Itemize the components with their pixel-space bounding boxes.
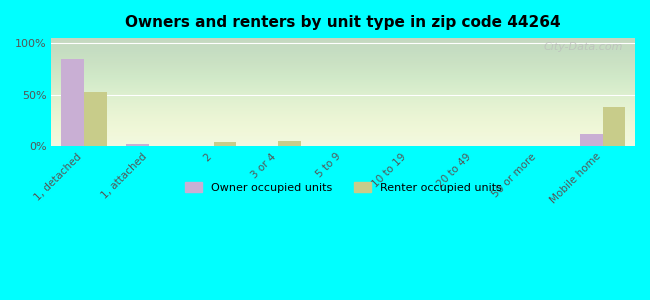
Bar [61, 59, 84, 146]
Bar [126, 144, 149, 146]
Bar [603, 107, 625, 146]
Bar [278, 141, 301, 146]
Bar [580, 134, 603, 146]
Title: Owners and renters by unit type in zip code 44264: Owners and renters by unit type in zip c… [125, 15, 561, 30]
Text: City-Data.com: City-Data.com [544, 42, 623, 52]
Legend: Owner occupied units, Renter occupied units: Owner occupied units, Renter occupied un… [181, 178, 506, 197]
Bar [214, 142, 236, 146]
Bar [84, 92, 107, 146]
